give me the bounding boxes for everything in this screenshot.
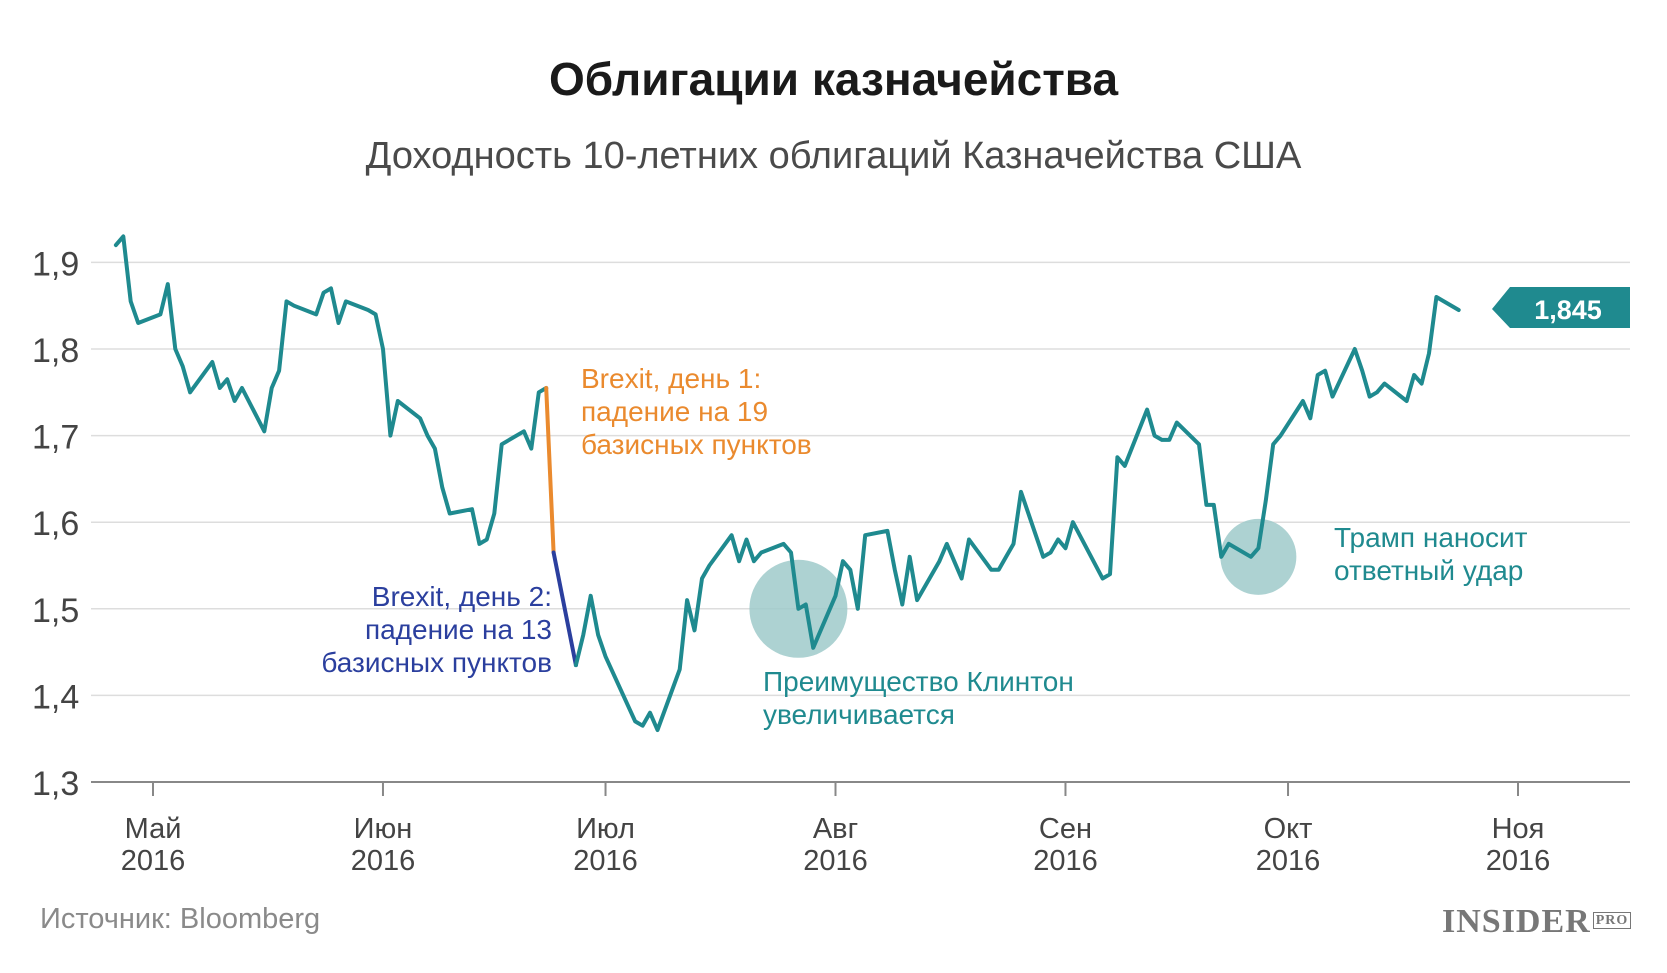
trump-label-line: ответный удар — [1334, 555, 1523, 586]
x-tick-label-month: Сен — [1039, 813, 1092, 845]
brexit-day1-label: Brexit, день 1: падение на 19 базисных пун… — [581, 363, 812, 460]
brexit-day1-drop — [544, 386, 556, 555]
trump-label-line: Трамп наносит — [1334, 522, 1528, 553]
x-tick-label-year: 2016 — [573, 845, 638, 877]
y-tick-label: 1,9 — [32, 245, 79, 283]
x-tick-label-month: Окт — [1264, 813, 1313, 845]
yield-line-post-brexit — [573, 295, 1461, 732]
x-tick-label-month: Авг — [813, 813, 858, 845]
clinton-label: Преимущество Клинтон увеличивается — [763, 666, 1074, 730]
y-tick-label: 1,7 — [32, 419, 79, 457]
brexit-day2-drop — [551, 550, 578, 668]
x-tick-label-year: 2016 — [1256, 845, 1321, 877]
x-tick-label-month: Май — [125, 813, 182, 845]
brexit-day2-label-line: падение на 13 — [365, 614, 552, 645]
source-note: Источник: Bloomberg — [40, 903, 321, 935]
x-axis: Май2016Июн2016Июл2016Авг2016Сен2016Окт20… — [91, 781, 1630, 877]
y-axis-ticks: 1,3 1,4 1,5 1,6 1,7 1,8 1,9 — [32, 245, 79, 803]
yield-lines — [113, 234, 1461, 732]
trump-bubble — [1220, 518, 1297, 595]
insider-pro-logo: INSIDER PRO — [1442, 903, 1632, 941]
chart-subtitle: Доходность 10-летних облигаций Казначейс… — [365, 135, 1302, 177]
x-tick-label-year: 2016 — [121, 845, 186, 877]
y-tick-label: 1,4 — [32, 678, 79, 716]
x-tick-label-year: 2016 — [803, 845, 868, 877]
last-value-text: 1,845 — [1534, 295, 1602, 325]
annotations: Brexit, день 1: падение на 19 базисных пун… — [321, 363, 1527, 730]
chart-title: Облигации казначейства — [548, 53, 1119, 105]
event-bubbles — [749, 518, 1297, 658]
y-tick-label: 1,5 — [32, 592, 79, 630]
y-tick-label: 1,8 — [32, 332, 79, 370]
x-tick-label-year: 2016 — [1486, 845, 1551, 877]
brexit-day1-label-line: Brexit, день 1: — [581, 363, 761, 394]
trump-label: Трамп наносит ответный удар — [1334, 522, 1528, 586]
y-tick-label: 1,3 — [32, 765, 79, 803]
x-tick-label-month: Июл — [576, 813, 635, 845]
x-tick-label-month: Июн — [354, 813, 413, 845]
yield-line-pre-brexit — [113, 234, 549, 546]
brexit-day2-label: Brexit, день 2: падение на 13 базисных пун… — [321, 581, 552, 678]
brexit-day1-label-line: базисных пунктов — [581, 429, 812, 460]
x-tick-label-year: 2016 — [351, 845, 416, 877]
x-tick-label-year: 2016 — [1033, 845, 1098, 877]
brexit-day1-label-line: падение на 19 — [581, 396, 768, 427]
grid-lines — [91, 261, 1630, 697]
brexit-day2-label-line: базисных пунктов — [321, 647, 552, 678]
last-value-label: 1,845 — [1492, 287, 1630, 328]
brexit-day2-label-line: Brexit, день 2: — [372, 581, 552, 612]
last-value-badge — [1492, 287, 1630, 328]
y-tick-label: 1,6 — [32, 505, 79, 543]
x-tick-label-month: Ноя — [1492, 813, 1545, 845]
clinton-label-line: увеличивается — [763, 699, 955, 730]
clinton-label-line: Преимущество Клинтон — [763, 666, 1074, 697]
